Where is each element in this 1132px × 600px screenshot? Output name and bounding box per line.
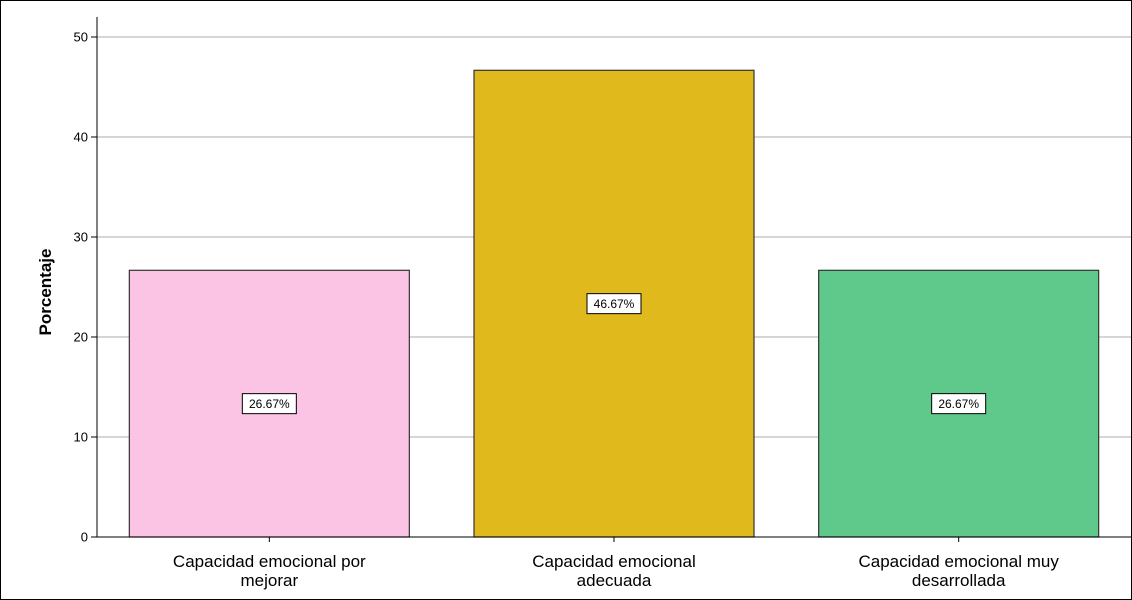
x-category-label-2: Capacidad emocional adecuada [532,552,696,590]
x-category-labels: Capacidad emocional por mejorarCapacidad … [173,552,1059,590]
y-tick-label-40: 40 [74,130,88,145]
x-category-label-1: Capacidad emocional por mejorar [173,552,366,590]
x-category-line: Capacidad emocional [532,552,696,571]
y-tick-label-50: 50 [74,30,88,45]
bars [128,69,1100,538]
data-label-3: 26.67% [931,393,987,415]
y-axis-title: Porcentaje [36,249,55,336]
data-label-text-2: 46.67% [594,297,635,311]
data-label-box-1 [241,393,297,415]
x-category-line: desarrollada [912,571,1006,590]
y-tick-label-30: 30 [74,230,88,245]
data-label-1: 26.67% [241,393,297,415]
x-category-line: Capacidad emocional por [173,552,366,571]
y-tick-label-20: 20 [74,330,88,345]
data-label-text-1: 26.67% [249,397,290,411]
data-label-text-3: 26.67% [938,397,979,411]
y-tick-label-0: 0 [81,530,88,545]
data-label-box-3 [931,393,987,415]
x-category-label-3: Capacidad emocional muy desarrollada [858,552,1059,590]
data-labels: 26.67% 46.67% 26.67% [241,293,987,415]
y-tick-label-10: 10 [74,430,88,445]
y-tick-labels: 0 10 20 30 40 50 [74,30,88,545]
data-label-2: 46.67% [586,293,642,315]
x-category-line: Capacidad emocional muy [858,552,1059,571]
x-category-line: adecuada [577,571,652,590]
axes [91,17,1131,542]
data-label-box-2 [586,293,642,315]
x-category-line: mejorar [241,571,299,590]
